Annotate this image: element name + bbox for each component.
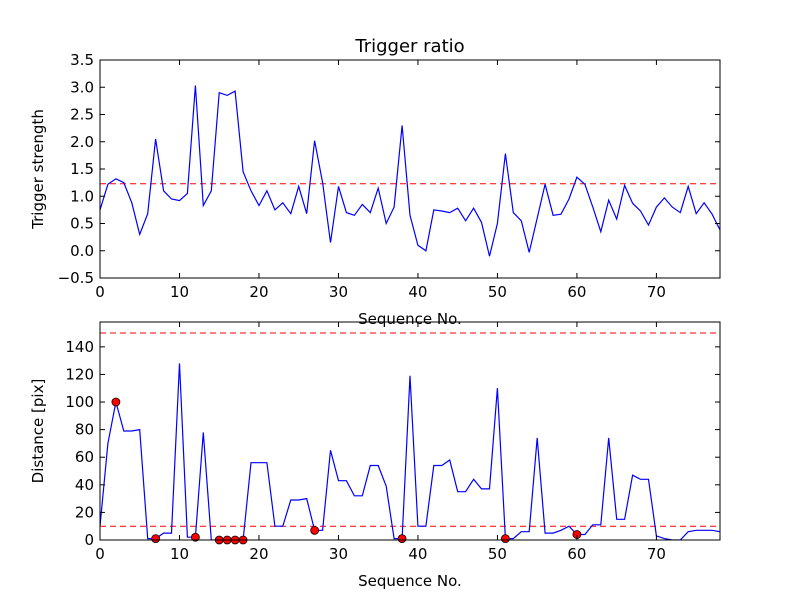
- x-tick-label: 40: [408, 545, 427, 563]
- y-tick-label: 1.5: [70, 160, 94, 178]
- distance-plot: 0 10 20 30 40 50 60 70 0 20 40 60 80 100 120 140 Sequenc…: [29, 321, 721, 590]
- trigger-ratio-plot: 0 10 20 30 40 50 60 70 −0.5 0.0 0.5 1.0 1.5 2.0 2.5 3.0…: [29, 36, 721, 328]
- y-tick-label: 2.5: [70, 106, 94, 124]
- plot-area: [100, 332, 720, 540]
- x-tick-label: 0: [95, 545, 105, 563]
- y-tick-label: 140: [65, 338, 94, 356]
- x-tick-label: 20: [249, 545, 268, 563]
- y-tick-label: 100: [65, 393, 94, 411]
- axes-frame: [99, 321, 721, 541]
- chart-title: Trigger ratio: [354, 36, 464, 57]
- y-tick-label: 3.0: [70, 78, 94, 96]
- y-tick-label: 1.0: [70, 187, 94, 205]
- series-line-0: [100, 363, 720, 540]
- marker-point: [500, 534, 510, 544]
- y-tick-label: 80: [75, 421, 94, 439]
- y-axis-label: Distance [pix]: [29, 379, 47, 484]
- series-line-0: [100, 85, 720, 257]
- y-axis-label: Trigger strength: [29, 109, 47, 230]
- x-tick-label: 20: [249, 283, 268, 301]
- x-tick-label: 40: [408, 283, 427, 301]
- x-tick-label: 10: [170, 283, 189, 301]
- x-tick-label: 70: [647, 283, 666, 301]
- x-tick-label: 30: [329, 283, 348, 301]
- y-tick-label: 20: [75, 503, 94, 521]
- axes-frame: [99, 59, 721, 279]
- marker-point: [397, 534, 407, 544]
- x-axis-label: Sequence No.: [358, 310, 462, 328]
- x-tick-label: 60: [567, 283, 586, 301]
- plot-area: [100, 85, 720, 257]
- y-tick-label: 0.5: [70, 215, 94, 233]
- x-tick-label: 0: [95, 283, 105, 301]
- x-tick-label: 10: [170, 545, 189, 563]
- marker-point: [190, 532, 200, 542]
- marker-point: [111, 397, 121, 407]
- marker-point: [310, 525, 320, 535]
- y-tick-label: 3.5: [70, 51, 94, 69]
- marker-point: [151, 534, 161, 544]
- x-tick-label: 50: [488, 545, 507, 563]
- x-axis-label: Sequence No.: [358, 572, 462, 590]
- x-tick-label: 70: [647, 545, 666, 563]
- y-tick-label: 120: [65, 365, 94, 383]
- y-tick-label: 0: [84, 531, 94, 549]
- y-tick-label: −0.5: [58, 269, 94, 287]
- y-tick-label: 60: [75, 448, 94, 466]
- x-tick-label: 50: [488, 283, 507, 301]
- x-tick-label: 30: [329, 545, 348, 563]
- x-tick-label: 60: [567, 545, 586, 563]
- y-tick-label: 40: [75, 476, 94, 494]
- y-tick-label: 0.0: [70, 242, 94, 260]
- y-tick-label: 2.0: [70, 133, 94, 151]
